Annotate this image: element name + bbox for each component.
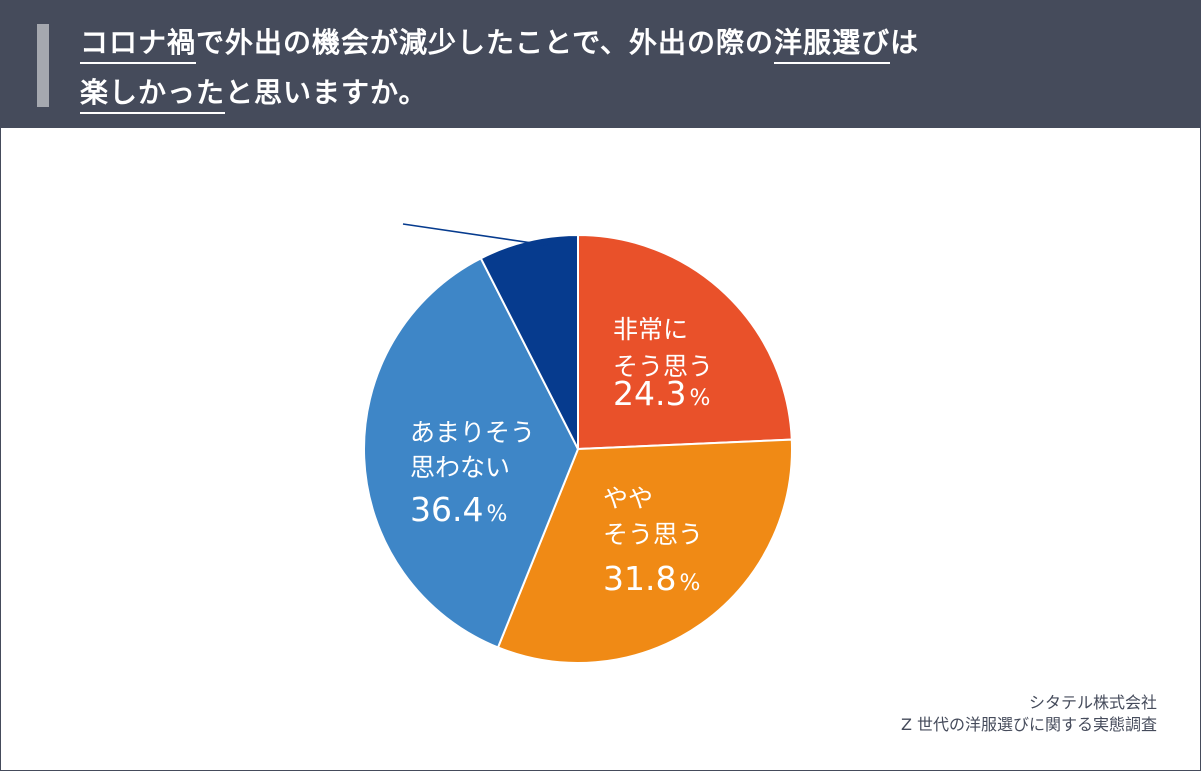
title-text: で外出の機会が減少したことで、外出の際の xyxy=(196,26,775,59)
slice-label: そう思う xyxy=(603,520,703,549)
title-text: と思いますか。 xyxy=(225,76,428,109)
slice-unit: % xyxy=(679,571,700,596)
title-text: は xyxy=(890,26,920,59)
source-note: シタテル株式会社 Z 世代の洋服選びに関する実態調査 xyxy=(901,692,1157,736)
pie-slice xyxy=(577,233,793,451)
title-underlined-phrase: 楽しかった xyxy=(80,76,226,114)
title-underlined-phrase: 洋服選び xyxy=(774,26,891,64)
title-line-2: 楽しかったと思いますか。 xyxy=(80,68,919,118)
slice-unit: % xyxy=(241,262,263,286)
slice-label: あまりそう xyxy=(410,418,535,447)
pie-slice xyxy=(363,256,580,649)
slice-label: 全くそう思わない xyxy=(184,210,376,238)
slice-label: 非常に xyxy=(613,315,688,344)
slice-label: そう思う xyxy=(613,352,713,381)
slice-unit: % xyxy=(486,502,507,527)
slice-unit: % xyxy=(689,386,710,411)
header-accent-bar xyxy=(37,24,49,107)
source-company: シタテル株式会社 xyxy=(1028,693,1157,712)
slice-label: 思わない xyxy=(410,453,510,482)
leader-line xyxy=(402,223,548,247)
title-line-1: コロナ禍で外出の機会が減少したことで、外出の際の洋服選びは xyxy=(80,18,919,68)
slice-label: やや xyxy=(603,484,653,513)
pie-slice xyxy=(496,438,793,664)
header-banner: コロナ禍で外出の機会が減少したことで、外出の際の洋服選びは 楽しかったと思います… xyxy=(0,0,1201,128)
title-underlined-phrase: コロナ禍 xyxy=(80,26,197,64)
slice-value: 7.5% xyxy=(184,254,263,289)
pie-slice xyxy=(479,233,579,450)
source-survey: Z 世代の洋服選びに関する実態調査 xyxy=(900,715,1157,734)
chart-title: コロナ禍で外出の機会が減少したことで、外出の際の洋服選びは 楽しかったと思います… xyxy=(80,18,919,118)
